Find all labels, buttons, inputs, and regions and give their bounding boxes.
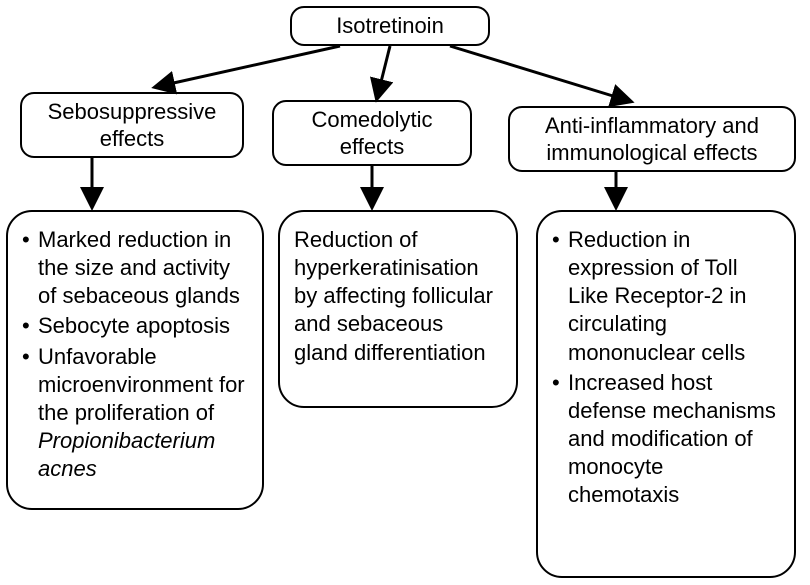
detail-sebo-item-1: Sebocyte apoptosis (22, 312, 248, 340)
arrow-root-sebo (160, 46, 340, 86)
detail-sebo-item-0: Marked reduction in the size and activit… (22, 226, 248, 310)
detail-anti: Reduction in expression of Toll Like Rec… (536, 210, 796, 578)
arrow-root-anti (450, 46, 626, 100)
detail-comedo: Reduction of hyperkeratinisation by affe… (278, 210, 518, 408)
branch-comedo: Comedolytic effects (272, 100, 472, 166)
detail-anti-item-0: Reduction in expression of Toll Like Rec… (552, 226, 780, 367)
detail-sebo-item-2: Unfavorable microenvironment for the pro… (22, 343, 248, 484)
branch-comedo-label: Comedolytic effects (284, 106, 460, 161)
branch-sebo: Sebosuppressive effects (20, 92, 244, 158)
detail-sebo: Marked reduction in the size and activit… (6, 210, 264, 510)
branch-anti-label: Anti-inflammatory and immunological effe… (520, 112, 784, 167)
detail-anti-list: Reduction in expression of Toll Like Rec… (552, 226, 780, 510)
detail-sebo-list: Marked reduction in the size and activit… (22, 226, 248, 483)
detail-sebo-italic: Propionibacterium acnes (38, 428, 215, 481)
detail-anti-item-1: Increased host defense mechanisms and mo… (552, 369, 780, 510)
root-label: Isotretinoin (336, 12, 444, 40)
root-node: Isotretinoin (290, 6, 490, 46)
detail-comedo-text: Reduction of hyperkeratinisation by affe… (294, 227, 493, 365)
arrow-root-comedo (378, 46, 390, 94)
branch-sebo-label: Sebosuppressive effects (32, 98, 232, 153)
branch-anti: Anti-inflammatory and immunological effe… (508, 106, 796, 172)
